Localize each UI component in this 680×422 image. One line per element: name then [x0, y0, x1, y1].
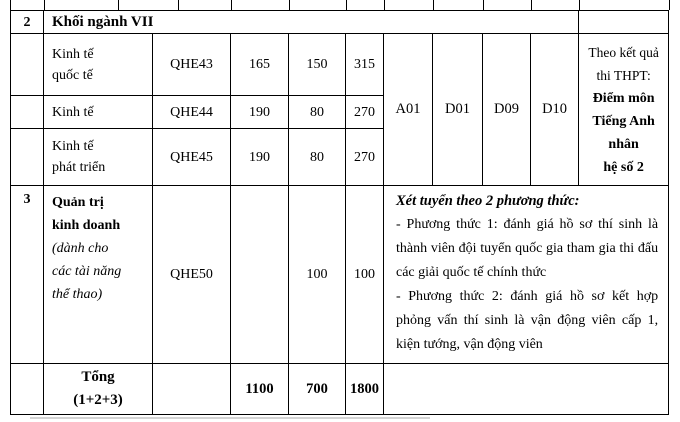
- thpt-note-bold: Điểm môn Tiếng Anh nhân hệ số 2: [592, 90, 655, 175]
- quota2-cell: 80: [288, 128, 346, 186]
- program-name: Kinh tế quốc tế: [43, 33, 153, 96]
- section-empty-note-cell: [578, 10, 670, 34]
- program-name: Quản trị kinh doanh (dành cho các tài nă…: [43, 185, 153, 364]
- total-cell: 315: [345, 33, 384, 96]
- row-number-cell: [10, 33, 44, 96]
- section-row-3: 3 Quản trị kinh doanh (dành cho các tài …: [10, 185, 670, 364]
- combo-a01-cell: A01: [383, 33, 433, 186]
- total-code-cell: [152, 363, 231, 415]
- quota1-cell: [230, 185, 289, 364]
- scan-artifact-line: [30, 417, 430, 419]
- section-title-cell: Khối ngành VII: [42, 10, 580, 34]
- total-quota2-cell: 700: [288, 363, 346, 415]
- total-cell: 100: [345, 185, 384, 364]
- quota1-cell: 165: [230, 33, 289, 96]
- row-number-cell: [10, 363, 44, 415]
- row-number-cell: [10, 95, 44, 129]
- section-number-cell: 3: [10, 185, 44, 364]
- program-name-bold: Quản trị kinh doanh: [52, 195, 121, 233]
- program-code: QHE50: [152, 185, 231, 364]
- row-number-cell: [10, 128, 44, 186]
- combo-d01-cell: D01: [432, 33, 483, 186]
- admission-method-notes-cell: Xét tuyển theo 2 phương thức: - Phương t…: [382, 185, 670, 364]
- table-row-program-3: Kinh tế phát triển QHE45 190 80 270: [10, 128, 669, 186]
- quota2-cell: 150: [288, 33, 346, 96]
- total-sum-cell: 1800: [345, 363, 384, 415]
- total-cell: 270: [345, 95, 384, 129]
- combo-d09-cell: D09: [482, 33, 531, 186]
- program-name: Kinh tế: [43, 95, 153, 129]
- program-name: Kinh tế phát triển: [43, 128, 153, 186]
- program-code: QHE43: [152, 33, 231, 96]
- previous-row-remnant: [10, 0, 670, 10]
- admission-quota-table: 2 Khối ngành VII Kinh tế quốc tế QHE43 1…: [10, 10, 670, 415]
- quota1-cell: 190: [230, 128, 289, 186]
- combo-d10-cell: D10: [529, 33, 580, 186]
- notes-heading: Xét tuyển theo 2 phương thức:: [396, 193, 580, 209]
- totals-empty-cell: [382, 363, 670, 415]
- thpt-note-cell: Theo kết quả thi THPT: Điểm môn Tiếng An…: [578, 33, 670, 186]
- totals-row: Tổng (1+2+3) 1100 700 1800: [10, 363, 670, 415]
- table-row-program-1: Kinh tế quốc tế QHE43 165 150 315 A01 D0…: [10, 33, 670, 186]
- thpt-note-regular: Theo kết quả thi THPT:: [588, 44, 659, 83]
- program-code: QHE44: [152, 95, 231, 129]
- total-quota1-cell: 1100: [230, 363, 289, 415]
- notes-method-1: - Phương thức 1: đánh giá hồ sơ thí sinh…: [396, 217, 659, 280]
- section-number-cell: 2: [10, 10, 44, 34]
- quota2-cell: 80: [288, 95, 346, 129]
- quota1-cell: 190: [230, 95, 289, 129]
- program-name-italic: (dành cho các tài năng thể thao): [52, 241, 122, 302]
- program-code: QHE45: [152, 128, 231, 186]
- total-label-cell: Tổng (1+2+3): [43, 363, 153, 415]
- notes-method-2: - Phương thức 2: đánh giá hồ sơ kết hợp …: [396, 289, 659, 352]
- section-row: 2 Khối ngành VII: [10, 10, 670, 34]
- quota2-cell: 100: [288, 185, 346, 364]
- total-cell: 270: [345, 128, 384, 186]
